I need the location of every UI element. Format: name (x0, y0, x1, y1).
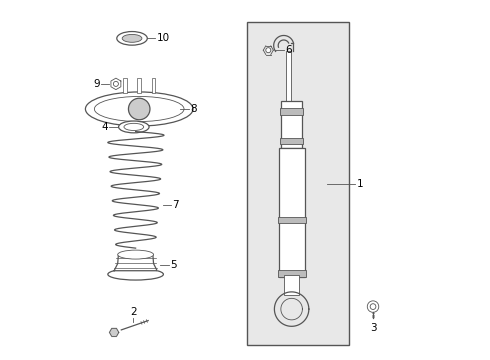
Polygon shape (114, 255, 157, 271)
Bar (123, 78, 126, 93)
Circle shape (368, 301, 379, 312)
Circle shape (113, 81, 119, 86)
Ellipse shape (119, 121, 149, 133)
Text: 9: 9 (93, 79, 100, 89)
Text: 10: 10 (156, 33, 170, 43)
Bar (137, 78, 141, 93)
Text: 4: 4 (102, 122, 108, 132)
Ellipse shape (95, 96, 184, 122)
Bar (278, 217, 306, 223)
Bar (279, 148, 304, 277)
Circle shape (266, 48, 271, 53)
Text: 8: 8 (191, 104, 197, 114)
Bar (284, 275, 299, 295)
Text: 7: 7 (172, 200, 179, 210)
Bar (280, 138, 303, 144)
Text: 1: 1 (357, 179, 364, 189)
Ellipse shape (108, 269, 164, 280)
Circle shape (370, 304, 376, 310)
Bar (152, 78, 155, 93)
Ellipse shape (117, 32, 147, 45)
Ellipse shape (118, 250, 153, 259)
Polygon shape (109, 328, 119, 337)
Bar (281, 101, 302, 148)
Text: 3: 3 (370, 323, 376, 333)
Ellipse shape (124, 123, 144, 131)
Bar (286, 50, 291, 101)
Text: 6: 6 (286, 45, 292, 55)
Bar (278, 270, 306, 277)
Ellipse shape (85, 92, 193, 126)
Bar (247, 22, 349, 345)
Circle shape (128, 98, 150, 120)
Text: 2: 2 (130, 307, 136, 317)
Bar (280, 108, 303, 116)
Text: 5: 5 (170, 260, 176, 270)
Ellipse shape (122, 35, 142, 42)
